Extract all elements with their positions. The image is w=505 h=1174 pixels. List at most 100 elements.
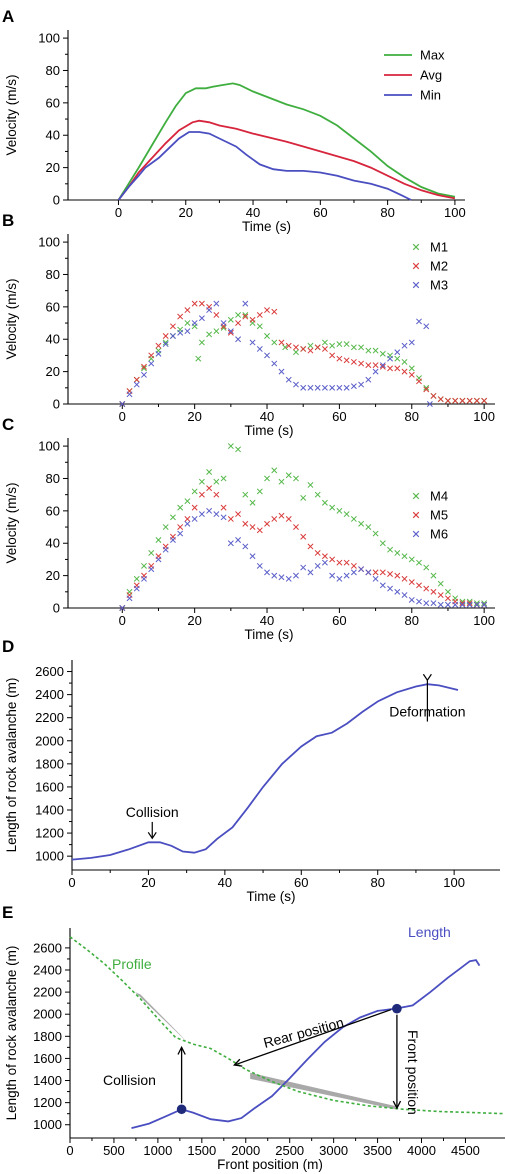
data-point-m3 [336,384,343,391]
data-point-m6 [162,546,169,553]
data-point-m1 [195,355,202,362]
panel-a: A 0 20 40 60 80 100 0 20 40 60 80 100 Time (s) Velocit… [2,7,466,234]
y-tick-label: 80 [46,63,60,78]
data-point-m1 [321,339,328,346]
data-point-m6 [372,575,379,582]
data-point-m4 [206,469,213,475]
data-point-m3 [256,345,263,352]
data-point-m3 [408,339,415,346]
marker-dot [176,1104,187,1115]
data-point-m5 [423,585,430,592]
data-point-m6 [437,601,444,608]
x-tick-label: 40 [246,205,260,220]
data-point-m3 [235,336,242,343]
data-point-m4 [162,524,169,531]
data-point-m6 [481,601,488,608]
data-point-m6 [285,575,292,582]
y-tick-label: 1000 [35,849,64,864]
legend-label: Min [420,88,441,103]
y-tick-label: 60 [46,299,60,314]
data-point-m1 [271,339,278,346]
data-point-m6 [148,566,155,573]
x-tick-label: 2500 [275,1143,304,1158]
data-point-m6 [141,575,147,582]
y-tick-label: 1800 [35,756,64,771]
y-tick-label: 2600 [35,664,64,679]
data-point-m1 [220,324,227,331]
series-line-series [71,683,459,861]
x-tick-label: 40 [218,875,232,890]
data-point-m4 [213,478,220,485]
annotation-label: Rear position [262,1014,346,1051]
data-point-m6 [249,553,256,560]
data-point-m5 [408,579,415,586]
data-point-m1 [242,311,249,318]
data-point-m2 [307,347,314,354]
data-point-m2 [321,345,328,352]
data-point-m6 [394,588,401,595]
data-point-m6 [408,596,415,603]
data-point-m2 [235,320,242,327]
data-point-m2 [264,307,270,314]
data-point-m3 [350,383,357,390]
data-point-m3 [329,384,336,391]
legend-label: M6 [430,527,448,542]
data-point-m4 [358,520,365,527]
legend-swatch [412,492,420,500]
legend-swatch [412,243,420,251]
data-point-m1 [235,311,242,318]
data-point-m2 [416,378,422,385]
data-point-m1 [141,365,147,372]
data-point-m5 [256,527,263,534]
data-point-m5 [191,504,198,511]
data-point-m4 [394,549,401,556]
data-point-m2 [365,362,372,369]
y-tick-label: 0 [53,397,60,412]
data-point-m2 [358,360,365,367]
data-point-m3 [416,318,422,325]
data-point-m2 [227,329,234,336]
data-point-m2 [162,333,169,339]
data-point-m5 [285,515,292,522]
data-point-m6 [321,559,328,566]
data-point-m1 [379,350,386,357]
data-point-m6 [213,511,220,518]
data-point-m1 [213,328,220,335]
y-tick-label: 2000 [35,733,64,748]
deposit-band-lower [250,1072,396,1110]
data-point-m3 [293,381,299,388]
data-point-m3 [133,381,140,388]
series-line-avg [117,119,456,201]
data-point-m6 [126,595,133,602]
y-tick-label: 40 [46,536,60,551]
data-point-m5 [430,588,437,595]
data-point-m3 [220,320,227,327]
data-point-m6 [343,572,350,579]
legend-label: M1 [430,240,448,255]
data-point-m2 [242,313,249,320]
data-point-m6 [452,601,459,608]
data-point-m4 [177,504,184,511]
data-point-m6 [242,543,249,550]
data-point-m5 [343,559,350,566]
x-axis-title: Front position (m) [217,1157,323,1172]
panel-label: D [2,637,14,656]
data-point-m4 [481,600,488,607]
legend-swatch [412,511,420,519]
data-point-m5 [198,491,205,498]
legend-swatch [412,262,420,270]
data-point-m5 [445,595,451,602]
data-point-m1 [256,323,263,330]
panel-label: B [2,211,14,230]
data-point-m5 [321,553,328,560]
data-point-m3 [394,349,401,356]
data-point-m4 [293,475,299,482]
data-point-m3 [372,368,379,375]
data-point-m3 [379,362,386,369]
data-point-m1 [206,331,213,338]
data-point-m2 [401,368,408,375]
data-point-m6 [235,537,242,543]
legend-swatch [412,281,420,289]
y-tick-label: 2200 [35,710,64,725]
panel-e: E 0 500 1000 1500 2000 2500 3000 3500 4000 4500 100… [2,903,505,1172]
